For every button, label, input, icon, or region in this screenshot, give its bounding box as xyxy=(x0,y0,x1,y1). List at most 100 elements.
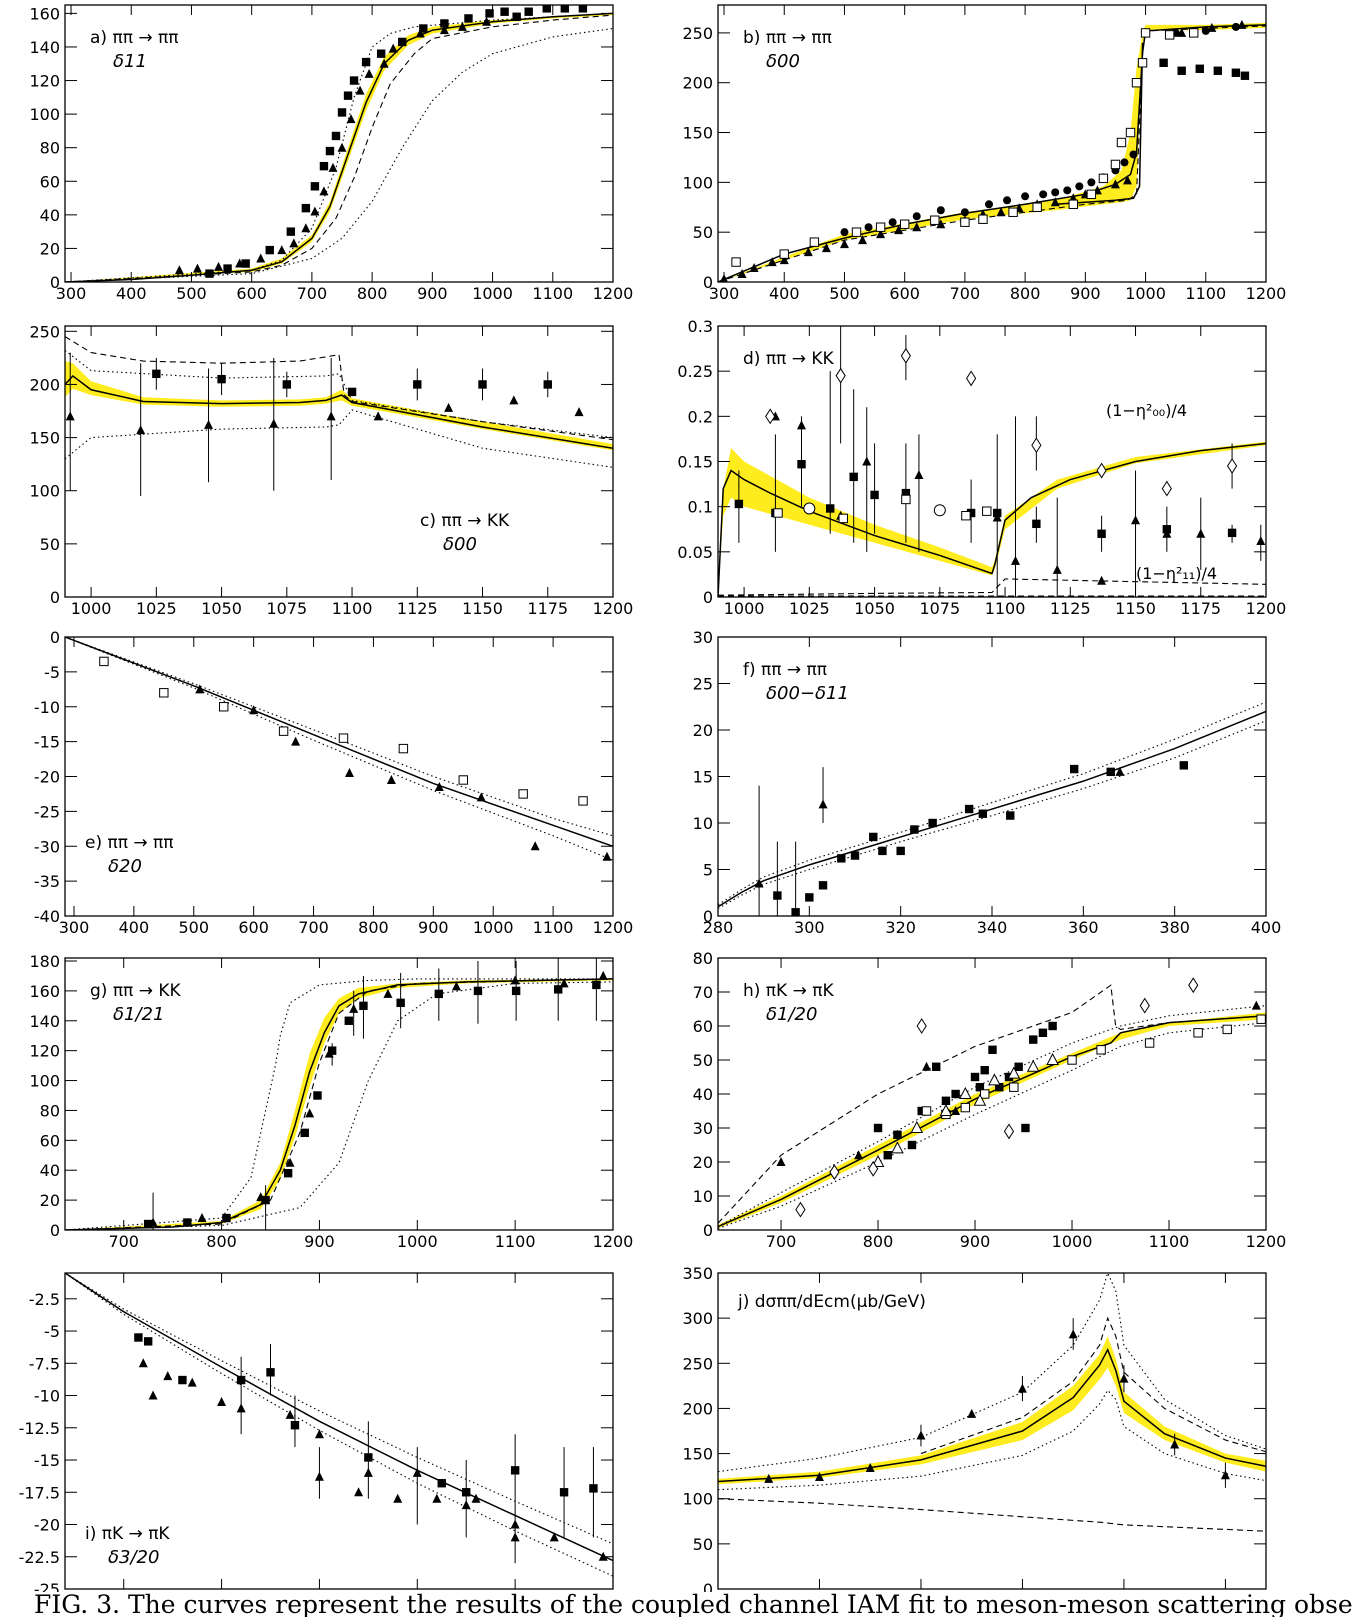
x-tick-label: 280 xyxy=(703,918,734,937)
y-tick-label: -15 xyxy=(34,1451,60,1470)
marker-filled-square xyxy=(941,1096,951,1105)
marker-filled-triangle xyxy=(854,1150,864,1160)
marker-open-circle xyxy=(933,504,946,517)
marker-filled-triangle xyxy=(1068,1329,1078,1339)
marker-filled-square xyxy=(310,182,320,191)
curve-dashed xyxy=(718,25,1266,282)
x-tick-label: 1075 xyxy=(266,599,307,618)
marker-filled-square xyxy=(818,881,828,890)
marker-filled-square xyxy=(837,854,846,863)
x-tick-label: 320 xyxy=(885,918,916,937)
y-tick-label: 0 xyxy=(50,273,60,292)
y-tick-label: 100 xyxy=(29,482,60,501)
marker-filled-square xyxy=(319,161,329,171)
marker-filled-triangle xyxy=(393,1493,403,1503)
curve-dotted xyxy=(65,978,613,1230)
y-tick-label: 40 xyxy=(40,206,60,225)
marker-open-square xyxy=(961,511,971,521)
marker-filled-circle xyxy=(984,200,993,209)
marker-filled-square xyxy=(870,490,879,500)
marker-filled-circle xyxy=(960,208,969,217)
y-tick-label: -35 xyxy=(34,872,60,891)
marker-filled-square xyxy=(797,460,806,469)
marker-filled-triangle xyxy=(451,981,461,991)
marker-filled-triangle xyxy=(214,261,224,271)
panel-title: j) dσππ/dEcm(μb/GeV) xyxy=(737,1292,926,1312)
marker-filled-square xyxy=(413,380,422,389)
marker-filled-triangle xyxy=(289,238,299,248)
marker-filled-square xyxy=(143,1219,153,1229)
y-tick-label: 60 xyxy=(40,1131,60,1150)
y-tick-label: 50 xyxy=(40,535,60,554)
y-tick-label: 0 xyxy=(703,907,713,926)
x-tick-label: 950 xyxy=(1007,1591,1038,1592)
marker-filled-triangle xyxy=(136,425,146,435)
x-tick-label: 1175 xyxy=(1180,599,1221,618)
marker-open-square xyxy=(875,222,886,232)
x-tick-label: 1100 xyxy=(985,599,1026,618)
y-tick-label: -5 xyxy=(44,663,60,682)
x-tick-label: 1100 xyxy=(1149,1232,1190,1251)
plot-area xyxy=(718,19,1266,282)
panel-title: i) πK → πK xyxy=(85,1524,170,1544)
y-tick-label: 70 xyxy=(693,983,713,1002)
marker-filled-square xyxy=(1006,811,1015,820)
curve-solid xyxy=(65,12,613,282)
marker-filled-triangle xyxy=(818,799,828,809)
marker-filled-square xyxy=(1097,529,1106,538)
x-tick-label: 900 xyxy=(417,284,448,303)
marker-filled-triangle xyxy=(1110,179,1120,189)
marker-filled-square xyxy=(917,1106,926,1116)
plot-area xyxy=(65,336,613,497)
marker-filled-square xyxy=(349,76,359,85)
x-tick-label: 800 xyxy=(206,1591,237,1592)
y-tick-label: 150 xyxy=(682,1445,713,1464)
marker-open-diamond xyxy=(829,1164,840,1181)
x-tick-label: 500 xyxy=(176,284,207,303)
marker-filled-square xyxy=(791,908,800,916)
marker-filled-square xyxy=(1179,761,1188,770)
marker-open-triangle xyxy=(1026,1059,1040,1072)
marker-filled-square xyxy=(1014,1062,1023,1071)
marker-filled-square xyxy=(290,1420,300,1430)
marker-open-square xyxy=(851,227,862,237)
x-tick-label: 1000 xyxy=(71,599,112,618)
marker-filled-triangle xyxy=(510,975,520,985)
marker-open-square xyxy=(1144,1038,1155,1048)
marker-open-square xyxy=(1189,28,1199,38)
x-tick-label: 1000 xyxy=(397,1232,438,1251)
marker-open-square xyxy=(159,688,169,698)
y-tick-label: 160 xyxy=(29,982,60,1001)
marker-filled-triangle xyxy=(814,1472,824,1482)
marker-filled-square xyxy=(510,1466,520,1475)
x-tick-label: 300 xyxy=(794,918,825,937)
marker-open-square xyxy=(398,743,409,754)
marker-filled-triangle xyxy=(195,684,205,694)
marker-filled-square xyxy=(325,146,335,156)
marker-open-square xyxy=(99,656,109,667)
x-tick-label: 1200 xyxy=(593,918,634,937)
marker-filled-triangle xyxy=(598,970,608,980)
chart-panel-d: 1000 1025 1050 1075 1100 1125 1150 1175 1200 0 0.0… xyxy=(677,317,1286,618)
marker-filled-triangle xyxy=(967,1408,977,1418)
marker-open-square xyxy=(731,257,741,267)
marker-filled-square xyxy=(951,1089,960,1099)
marker-filled-triangle xyxy=(236,1403,246,1413)
marker-filled-triangle xyxy=(204,419,214,429)
marker-filled-square xyxy=(419,24,428,33)
panel-quantity: δ20 xyxy=(108,856,142,877)
y-tick-label: 0.1 xyxy=(688,498,713,517)
panel-quantity: δ11 xyxy=(113,51,147,72)
y-tick-label: 0 xyxy=(703,588,713,607)
marker-open-diamond xyxy=(1096,462,1107,479)
curve-dotted xyxy=(65,27,613,282)
marker-filled-triangle xyxy=(754,878,764,888)
marker-filled-triangle xyxy=(1010,555,1020,565)
marker-filled-square xyxy=(1029,1035,1038,1044)
marker-filled-triangle xyxy=(277,245,287,255)
panel-quantity: δ1/20 xyxy=(766,1004,817,1025)
y-tick-label: -10 xyxy=(34,698,60,717)
y-tick-label: 300 xyxy=(682,1309,713,1328)
x-tick-label: 500 xyxy=(829,284,860,303)
marker-filled-square xyxy=(896,846,905,856)
